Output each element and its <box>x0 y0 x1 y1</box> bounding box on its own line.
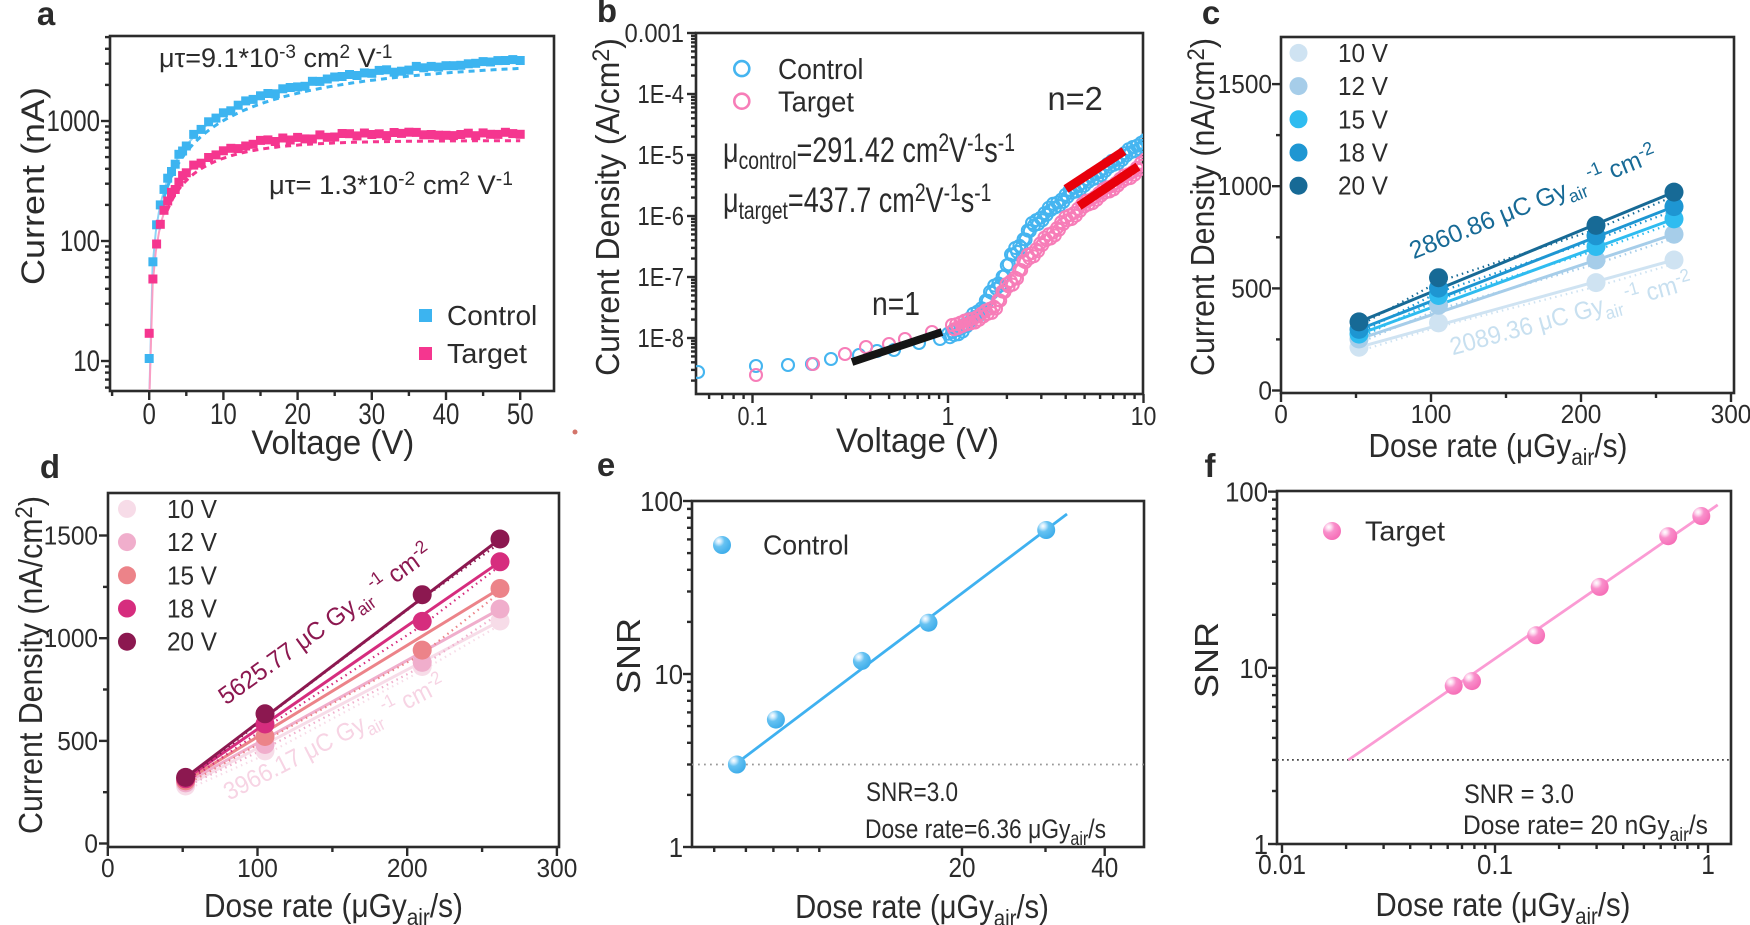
svg-text:μτ=9.1*10-3 cm2 V-1: μτ=9.1*10-3 cm2 V-1 <box>159 42 392 73</box>
svg-text:100: 100 <box>1411 400 1452 429</box>
svg-text:15 V: 15 V <box>1338 106 1388 135</box>
svg-text:20: 20 <box>284 396 311 430</box>
svg-text:Dose rate=6.36 μGyair/s: Dose rate=6.36 μGyair/s <box>865 814 1106 849</box>
svg-text:0: 0 <box>1258 377 1272 406</box>
svg-text:10: 10 <box>73 343 100 377</box>
svg-text:Current Density (A/cm2): Current Density (A/cm2) <box>589 38 626 376</box>
svg-text:Current Density (nA/cm2): Current Density (nA/cm2) <box>1182 38 1221 376</box>
svg-text:20 V: 20 V <box>167 628 217 657</box>
svg-text:18 V: 18 V <box>1338 139 1388 168</box>
svg-text:Current (nA): Current (nA) <box>16 87 52 285</box>
svg-text:1: 1 <box>942 403 955 431</box>
svg-text:10 V: 10 V <box>167 495 217 524</box>
svg-text:1000: 1000 <box>47 103 100 137</box>
svg-text:μtarget=437.7 cm2V-1s-1: μtarget=437.7 cm2V-1s-1 <box>723 179 991 225</box>
svg-text:Dose rate= 20 nGyair/s: Dose rate= 20 nGyair/s <box>1463 811 1708 845</box>
svg-text:20: 20 <box>949 851 976 883</box>
svg-text:500: 500 <box>1231 275 1272 304</box>
svg-text:b: b <box>597 0 617 29</box>
svg-text:1000: 1000 <box>1218 173 1272 202</box>
svg-text:20 V: 20 V <box>1338 172 1388 201</box>
svg-text:1E-6: 1E-6 <box>638 202 684 231</box>
svg-text:0: 0 <box>1274 400 1288 429</box>
svg-text:f: f <box>1205 447 1217 484</box>
svg-text:a: a <box>37 0 56 32</box>
svg-text:15 V: 15 V <box>167 562 217 591</box>
svg-text:1: 1 <box>669 832 683 863</box>
svg-text:10: 10 <box>654 659 683 690</box>
svg-text:40: 40 <box>433 396 460 430</box>
svg-text:300: 300 <box>537 854 578 883</box>
svg-text:Control: Control <box>447 300 537 331</box>
svg-text:0.001: 0.001 <box>625 19 684 48</box>
svg-text:1E-7: 1E-7 <box>638 263 684 292</box>
svg-text:SNR: SNR <box>1189 622 1225 698</box>
svg-text:10: 10 <box>1131 403 1157 431</box>
svg-text:100: 100 <box>640 486 683 517</box>
svg-text:0.01: 0.01 <box>1258 849 1306 881</box>
svg-text:Dose rate (μGyair/s): Dose rate (μGyair/s) <box>204 888 463 925</box>
svg-text:1: 1 <box>1701 848 1715 880</box>
svg-text:Target: Target <box>447 338 527 370</box>
svg-text:Target: Target <box>1365 516 1445 548</box>
svg-text:μτ= 1.3*10-2 cm2 V-1: μτ= 1.3*10-2 cm2 V-1 <box>269 169 513 200</box>
svg-text:0: 0 <box>101 854 115 883</box>
svg-text:c: c <box>1202 0 1220 31</box>
svg-text:200: 200 <box>1561 400 1602 429</box>
svg-text:n=1: n=1 <box>872 285 920 323</box>
svg-text:e: e <box>597 446 615 483</box>
svg-text:500: 500 <box>57 727 98 756</box>
svg-text:12 V: 12 V <box>167 528 217 557</box>
svg-text:300: 300 <box>1711 400 1750 429</box>
svg-text:100: 100 <box>1225 477 1268 508</box>
svg-text:40: 40 <box>1091 851 1118 883</box>
svg-text:1E-8: 1E-8 <box>638 324 684 353</box>
svg-text:1500: 1500 <box>1218 70 1272 99</box>
svg-text:0: 0 <box>143 396 156 430</box>
svg-text:10: 10 <box>210 396 237 430</box>
svg-text:1: 1 <box>1254 829 1268 860</box>
svg-text:0.1: 0.1 <box>1477 849 1513 880</box>
svg-text:1E-4: 1E-4 <box>638 80 684 109</box>
svg-text:Voltage (V): Voltage (V) <box>836 423 999 461</box>
svg-text:Dose rate (μGyair/s): Dose rate (μGyair/s) <box>1376 886 1631 925</box>
svg-text:Control: Control <box>763 529 849 561</box>
svg-text:1000: 1000 <box>44 625 98 654</box>
svg-text:μcontrol=291.42 cm2V-1s-1: μcontrol=291.42 cm2V-1s-1 <box>723 129 1015 175</box>
svg-text:1E-5: 1E-5 <box>638 141 684 170</box>
svg-text:n=2: n=2 <box>1048 80 1103 117</box>
svg-text:SNR: SNR <box>611 618 647 694</box>
svg-text:Target: Target <box>778 85 854 118</box>
svg-text:Control: Control <box>778 53 863 85</box>
svg-text:Current Density (nA/cm2): Current Density (nA/cm2) <box>10 496 49 834</box>
svg-text:10: 10 <box>1239 653 1268 684</box>
svg-text:0.1: 0.1 <box>738 402 768 431</box>
svg-text:50: 50 <box>507 396 534 430</box>
svg-text:200: 200 <box>387 854 428 883</box>
svg-text:Voltage (V): Voltage (V) <box>251 425 414 463</box>
svg-text:12 V: 12 V <box>1338 72 1388 101</box>
svg-text:0: 0 <box>84 830 98 859</box>
svg-text:SNR=3.0: SNR=3.0 <box>866 777 958 807</box>
svg-text:30: 30 <box>358 396 385 430</box>
svg-text:100: 100 <box>60 223 100 257</box>
svg-text:1500: 1500 <box>44 522 98 551</box>
svg-text:100: 100 <box>237 854 278 883</box>
svg-text:d: d <box>40 448 60 485</box>
svg-text:Dose rate (μGyair/s): Dose rate (μGyair/s) <box>795 888 1049 925</box>
svg-text:18 V: 18 V <box>167 595 217 624</box>
svg-text:SNR = 3.0: SNR = 3.0 <box>1464 780 1574 810</box>
svg-text:10 V: 10 V <box>1338 39 1388 68</box>
svg-text:Dose rate (μGyair/s): Dose rate (μGyair/s) <box>1369 428 1628 471</box>
